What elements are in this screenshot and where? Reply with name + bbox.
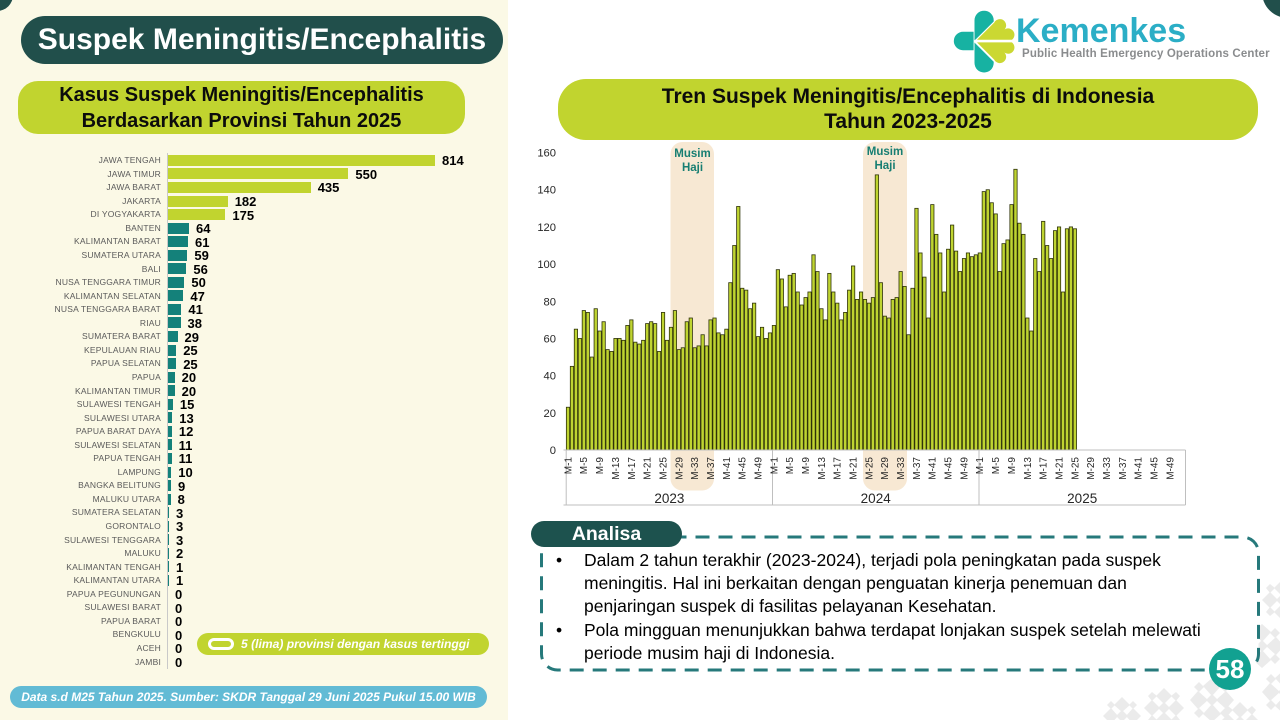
svg-text:M-13: M-13 [611, 457, 622, 480]
svg-text:M-21: M-21 [849, 457, 860, 480]
svg-text:2024: 2024 [861, 491, 892, 506]
svg-text:M-5: M-5 [991, 457, 1002, 475]
svg-text:M-41: M-41 [928, 457, 939, 480]
svg-text:120: 120 [537, 222, 556, 234]
svg-text:M-17: M-17 [627, 457, 638, 480]
svg-text:M-29: M-29 [880, 457, 891, 480]
svg-text:M-33: M-33 [690, 457, 701, 480]
svg-text:M-37: M-37 [912, 457, 923, 480]
svg-text:M-25: M-25 [864, 457, 875, 480]
svg-text:M-25: M-25 [658, 457, 669, 480]
svg-text:M-37: M-37 [1118, 457, 1129, 480]
svg-text:M-9: M-9 [595, 457, 606, 475]
svg-text:M-41: M-41 [722, 457, 733, 480]
svg-text:M-1: M-1 [975, 457, 986, 475]
svg-text:M-33: M-33 [896, 457, 907, 480]
svg-text:M-13: M-13 [817, 457, 828, 480]
svg-text:Haji: Haji [874, 160, 895, 172]
svg-text:20: 20 [544, 408, 556, 420]
svg-text:M-41: M-41 [1134, 457, 1145, 480]
svg-text:M-45: M-45 [1150, 457, 1161, 480]
svg-text:140: 140 [537, 185, 556, 197]
svg-text:M-9: M-9 [1007, 457, 1018, 475]
svg-text:M-21: M-21 [643, 457, 654, 480]
svg-text:M-25: M-25 [1070, 457, 1081, 480]
svg-text:M-49: M-49 [959, 457, 970, 480]
svg-text:M-33: M-33 [1102, 457, 1113, 480]
svg-text:M-1: M-1 [769, 457, 780, 475]
svg-text:M-45: M-45 [944, 457, 955, 480]
svg-text:M-49: M-49 [754, 457, 765, 480]
svg-text:M-17: M-17 [1039, 457, 1050, 480]
svg-text:M-29: M-29 [1086, 457, 1097, 480]
svg-text:80: 80 [544, 296, 556, 308]
svg-text:160: 160 [537, 148, 556, 160]
svg-text:M-37: M-37 [706, 457, 717, 480]
svg-text:Haji: Haji [682, 162, 703, 174]
svg-text:Musim: Musim [867, 146, 903, 158]
svg-text:2025: 2025 [1067, 491, 1097, 506]
svg-text:60: 60 [544, 334, 556, 346]
svg-text:M-5: M-5 [785, 457, 796, 475]
svg-text:M-9: M-9 [801, 457, 812, 475]
svg-text:M-5: M-5 [579, 457, 590, 475]
svg-text:0: 0 [550, 445, 556, 457]
svg-text:M-45: M-45 [738, 457, 749, 480]
svg-text:M-1: M-1 [563, 457, 574, 475]
svg-text:2023: 2023 [654, 491, 684, 506]
svg-text:M-29: M-29 [674, 457, 685, 480]
svg-text:M-13: M-13 [1023, 457, 1034, 480]
svg-text:100: 100 [537, 259, 556, 271]
svg-text:40: 40 [544, 371, 556, 383]
svg-text:M-49: M-49 [1165, 457, 1176, 480]
svg-text:M-21: M-21 [1054, 457, 1065, 480]
svg-text:M-17: M-17 [833, 457, 844, 480]
svg-text:Musim: Musim [674, 148, 710, 160]
